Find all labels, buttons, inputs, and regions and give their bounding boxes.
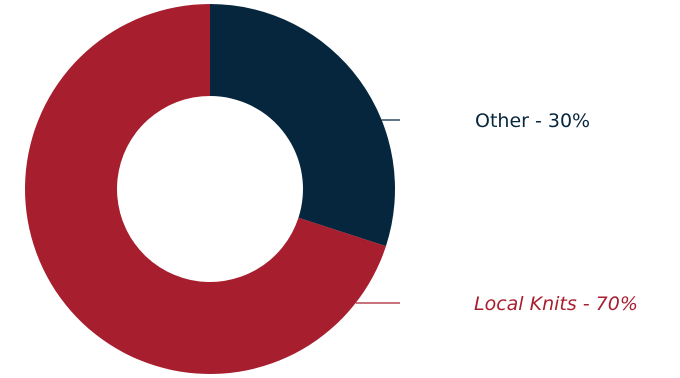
slice-label-other: Other - 30%: [475, 110, 590, 132]
slice-other: [210, 4, 396, 247]
slice-local-knits: [24, 4, 386, 374]
chart-slices: [24, 4, 396, 374]
slice-label-local-knits: Local Knits - 70%: [474, 293, 638, 315]
chart-labels: Other - 30% Local Knits - 70%: [474, 110, 638, 315]
chart-leader-lines: [355, 119, 400, 304]
